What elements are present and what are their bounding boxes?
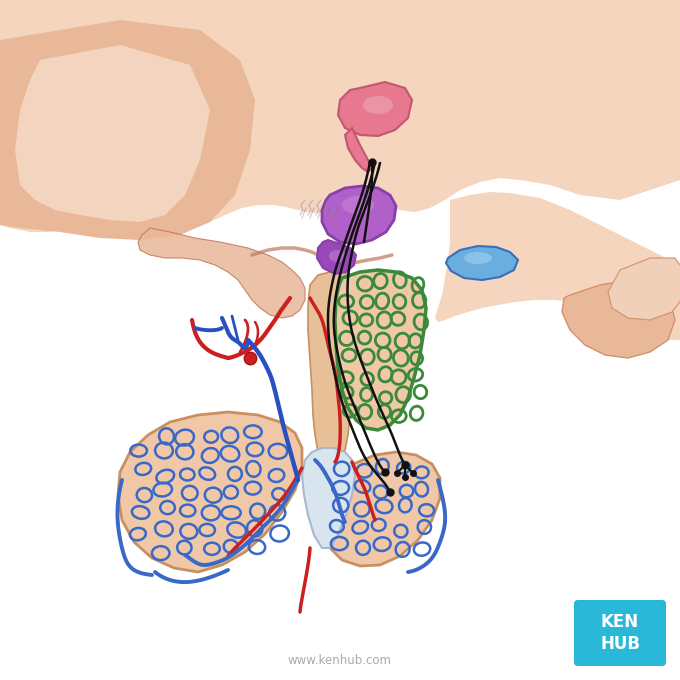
- Polygon shape: [302, 448, 355, 548]
- Polygon shape: [322, 452, 440, 566]
- Polygon shape: [335, 270, 426, 430]
- Polygon shape: [118, 412, 302, 572]
- Polygon shape: [0, 20, 255, 240]
- FancyBboxPatch shape: [574, 600, 666, 666]
- Polygon shape: [338, 82, 412, 136]
- Text: www.kenhub.com: www.kenhub.com: [288, 653, 392, 666]
- Ellipse shape: [342, 196, 374, 214]
- Polygon shape: [138, 228, 305, 318]
- Polygon shape: [446, 246, 518, 280]
- Ellipse shape: [464, 252, 492, 264]
- Ellipse shape: [329, 250, 347, 262]
- Polygon shape: [308, 272, 360, 462]
- Polygon shape: [608, 258, 680, 320]
- Polygon shape: [15, 45, 210, 222]
- Polygon shape: [345, 128, 372, 172]
- Text: KEN
HUB: KEN HUB: [600, 613, 640, 653]
- Polygon shape: [562, 280, 675, 358]
- Polygon shape: [435, 192, 680, 340]
- Polygon shape: [0, 0, 680, 232]
- Polygon shape: [322, 186, 396, 244]
- Polygon shape: [317, 240, 356, 274]
- Ellipse shape: [363, 96, 393, 114]
